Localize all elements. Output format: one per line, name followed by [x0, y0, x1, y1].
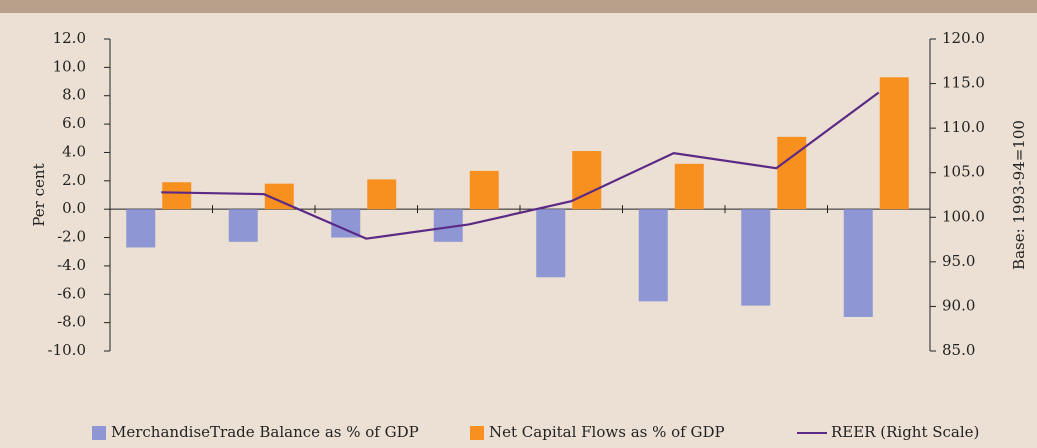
y-tick-label: 2.0	[62, 171, 86, 189]
bar	[843, 209, 873, 317]
legend-swatch	[92, 426, 106, 440]
legend-label: REER (Right Scale)	[831, 423, 979, 441]
bar	[638, 209, 668, 302]
y-tick-label: -8.0	[57, 313, 86, 331]
bar	[674, 163, 704, 210]
bar	[228, 209, 258, 242]
reer-line	[161, 91, 880, 240]
y2-axis-label: Base: 1993-94=100	[1010, 120, 1028, 270]
y-tick-label: 10.0	[53, 57, 86, 75]
top-band	[0, 0, 1037, 13]
y2-tick-label: 105.0	[942, 163, 985, 181]
y-tick-label: -4.0	[57, 256, 86, 274]
bar	[162, 182, 192, 210]
y2-tick-label: 120.0	[942, 29, 985, 47]
y2-tick-label: 95.0	[942, 252, 975, 270]
y2-tick-label: 90.0	[942, 296, 975, 314]
y-tick-label: 8.0	[62, 86, 86, 104]
y2-tick-label: 110.0	[942, 118, 985, 136]
y2-tick-label: 100.0	[942, 207, 985, 225]
y-tick-label: 4.0	[62, 142, 86, 160]
bar	[126, 209, 156, 248]
bar	[572, 151, 602, 210]
y2-tick-label: 115.0	[942, 74, 985, 92]
legend-label: MerchandiseTrade Balance as % of GDP	[111, 423, 419, 441]
y-tick-label: 6.0	[62, 114, 86, 132]
bar	[879, 77, 909, 210]
y-tick-label: -10.0	[48, 341, 86, 359]
y-axis-label: Per cent	[30, 163, 48, 226]
y-tick-label: 12.0	[53, 29, 86, 47]
bar	[367, 179, 397, 210]
y-tick-label: -6.0	[57, 284, 86, 302]
bar	[536, 209, 566, 278]
y-tick-label: 0.0	[62, 199, 86, 217]
legend-label: Net Capital Flows as % of GDP	[489, 423, 725, 441]
y2-tick-label: 85.0	[942, 341, 975, 359]
y-tick-label: -2.0	[57, 228, 86, 246]
bar	[777, 136, 807, 210]
bar	[741, 209, 771, 306]
bar	[469, 170, 499, 210]
legend-swatch	[470, 426, 484, 440]
